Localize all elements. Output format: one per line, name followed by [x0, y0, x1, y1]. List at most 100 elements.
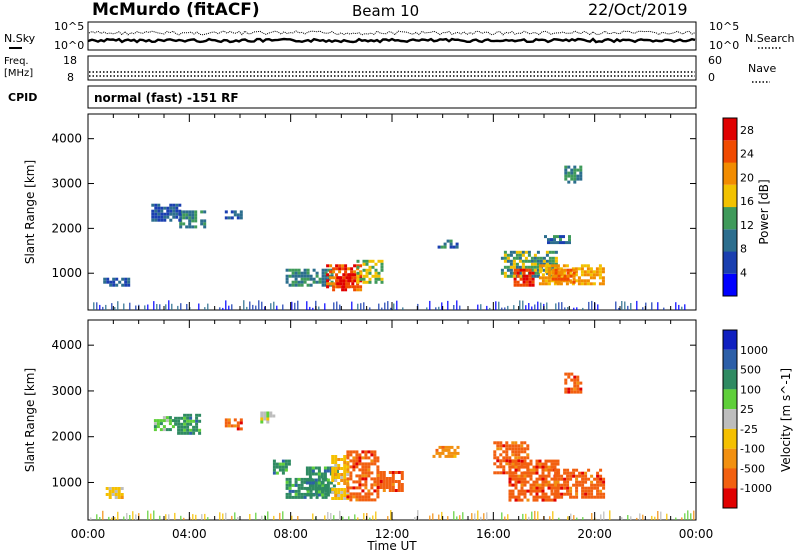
ground-scatter-strip [459, 515, 461, 520]
ground-scatter-strip [651, 515, 653, 520]
heatmap-cell-0 [297, 489, 301, 493]
ground-scatter-strip [150, 513, 152, 520]
heatmap-cell-8 [191, 216, 195, 220]
heatmap-cell-6 [553, 465, 557, 469]
heatmap-cell-3 [358, 492, 362, 496]
heatmap-cell-6 [583, 279, 587, 283]
ground-scatter-strip [372, 515, 374, 520]
ground-scatter-strip [255, 305, 257, 310]
ground-scatter-strip [273, 515, 275, 520]
heatmap-cell-2 [336, 276, 340, 280]
heatmap-cell-2 [343, 488, 347, 491]
heatmap-cell-14 [567, 180, 571, 184]
heatmap-cell-3 [374, 274, 378, 278]
heatmap-cell-6 [541, 498, 545, 502]
ground-scatter-strip [306, 301, 308, 310]
colorbar-tick-label: 8 [740, 243, 747, 256]
heatmap-cell-6 [535, 495, 539, 499]
heatmap-cell-4 [503, 271, 507, 275]
heatmap-cell-9 [157, 209, 161, 213]
heatmap-cell-2 [337, 491, 341, 494]
heatmap-cell-8 [189, 416, 193, 420]
ground-scatter-strip [537, 511, 539, 520]
heatmap-cell-8 [189, 428, 193, 432]
heatmap-cell-6 [514, 474, 518, 478]
heatmap-cell-2 [331, 497, 335, 500]
heatmap-cell-4 [536, 259, 540, 263]
heatmap-cell-6 [526, 471, 530, 475]
heatmap-cell-6 [571, 282, 575, 286]
heatmap-cell-5 [513, 271, 517, 275]
heatmap-cell-7 [563, 483, 567, 487]
heatmap-cell-3 [362, 259, 366, 263]
heatmap-cell-6 [547, 465, 551, 469]
heatmap-cell-8 [195, 428, 199, 432]
heatmap-cell-5 [522, 277, 526, 281]
heatmap-cell-2 [331, 473, 335, 476]
heatmap-cell-0 [303, 486, 307, 490]
heatmap-cell-13 [568, 241, 571, 245]
heatmap-cell-5 [513, 268, 517, 272]
heatmap-cell-8 [195, 416, 199, 420]
heatmap-cell-0 [303, 495, 307, 499]
heatmap-cell-5 [508, 447, 512, 451]
heatmap-cell-14 [573, 168, 577, 172]
heatmap-cell-0 [306, 271, 310, 275]
heatmap-cell-6 [517, 495, 521, 499]
heatmap-cell-5 [505, 453, 509, 457]
heatmap-cell-0 [309, 489, 313, 493]
heatmap-cell-7 [593, 495, 597, 499]
heatmap-cell-5 [499, 447, 503, 451]
heatmap-cell-1 [317, 493, 321, 497]
heatmap-cell-9 [159, 419, 163, 423]
heatmap-cell-8 [198, 431, 202, 435]
colorbar-tick-label: 24 [740, 148, 754, 161]
ground-scatter-strip [600, 514, 602, 520]
heatmap-cell-3 [374, 280, 378, 284]
heatmap-cell-5 [493, 471, 497, 475]
heatmap-cell-6 [586, 273, 590, 277]
colorbar-swatch [723, 369, 737, 390]
ground-scatter-strip [525, 513, 527, 520]
power-heatmap [93, 165, 686, 310]
heatmap-cell-13 [438, 454, 442, 458]
heatmap-cell-6 [526, 474, 530, 478]
heatmap-cell-13 [547, 241, 550, 245]
heatmap-cell-7 [599, 468, 603, 472]
heatmap-cell-6 [541, 465, 545, 469]
heatmap-cell-5 [502, 468, 506, 472]
heatmap-cell-2 [331, 491, 335, 494]
heatmap-cell-12 [111, 493, 115, 496]
heatmap-cell-1 [308, 475, 312, 479]
ground-scatter-strip [264, 515, 266, 520]
heatmap-cell-6 [550, 264, 554, 268]
ground-scatter-strip [429, 515, 431, 520]
heatmap-cell-11 [121, 277, 125, 281]
heatmap-cell-6 [550, 477, 554, 481]
heatmap-cell-0 [324, 277, 328, 281]
heatmap-cell-3 [356, 280, 360, 284]
heatmap-cell-9 [166, 212, 170, 216]
heatmap-cell-5 [505, 471, 509, 475]
heatmap-cell-2 [343, 455, 347, 458]
heatmap-cell-2 [340, 491, 344, 494]
heatmap-cell-14 [567, 171, 571, 175]
ground-scatter-strip [165, 304, 167, 310]
date-title: 22/Oct/2019 [588, 0, 688, 19]
heatmap-cell-1 [353, 264, 357, 268]
heatmap-cell-4 [509, 259, 513, 263]
velocity-colorbar-label: Velocity [m s^-1] [779, 368, 793, 472]
heatmap-cell-6 [529, 477, 533, 481]
heatmap-cell-3 [356, 265, 360, 269]
heatmap-cell-7 [557, 486, 561, 490]
heatmap-cell-11 [124, 280, 128, 284]
heatmap-cell-1 [326, 481, 330, 485]
heatmap-cell-1 [335, 267, 339, 271]
heatmap-cell-8 [185, 213, 189, 217]
heatmap-cell-0 [294, 483, 298, 487]
heatmap-cell-8 [185, 216, 189, 220]
ground-scatter-strip [459, 305, 461, 310]
ground-scatter-strip [483, 513, 485, 520]
heatmap-cell-7 [584, 474, 588, 478]
heatmap-cell-9 [162, 428, 166, 432]
